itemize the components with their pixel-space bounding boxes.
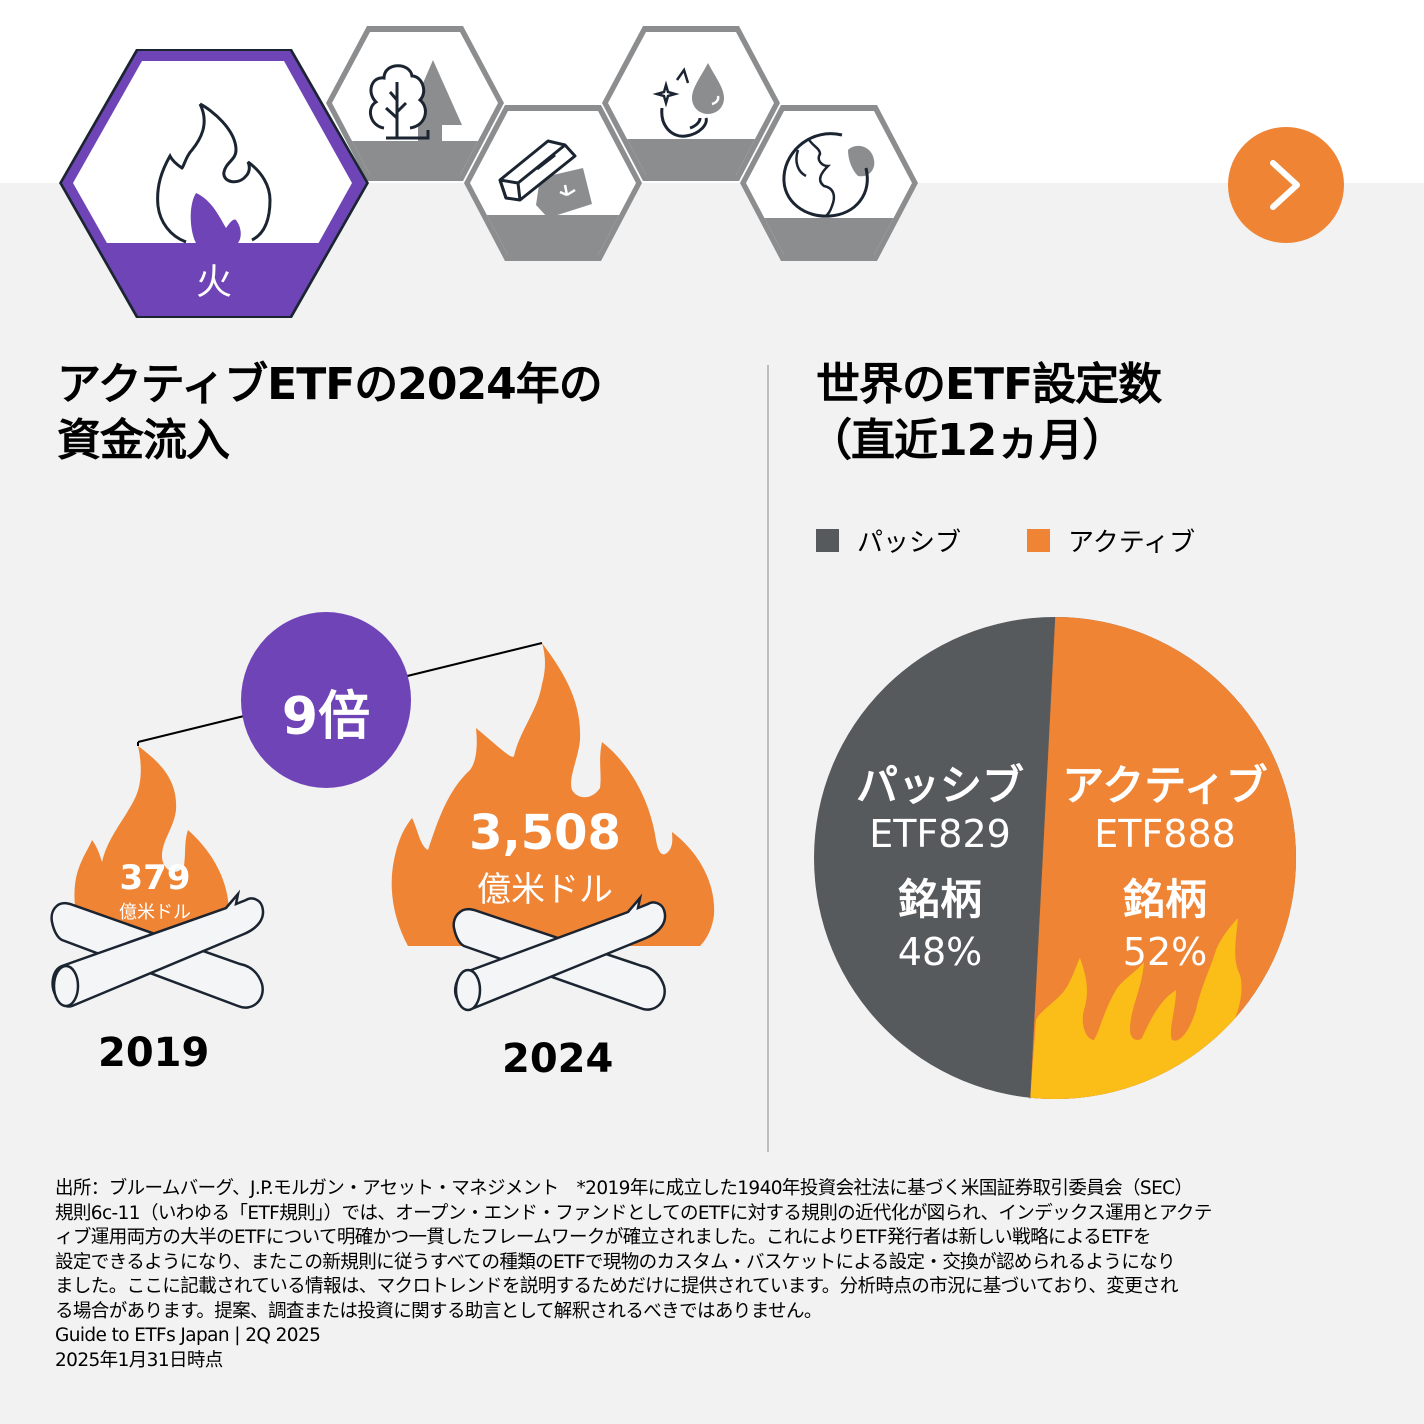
passive-count: ETF829 xyxy=(869,812,1011,856)
right-title-line2: （直近12ヵ月） xyxy=(808,415,1126,466)
passive-unit: 銘柄 xyxy=(897,875,982,924)
flame-2024 xyxy=(391,643,715,946)
legend-item-passive: パッシブ xyxy=(816,522,961,559)
logs-2019 xyxy=(50,889,265,1009)
right-title: 世界のETF設定数 （直近12ヵ月） xyxy=(808,357,1376,469)
active-unit: 銘柄 xyxy=(1122,875,1207,924)
footnote-line: 規則6c-11（いわゆる「ETF規則」）では、オープン・エンド・ファンドとしての… xyxy=(55,1202,1212,1224)
flame-2019 xyxy=(74,746,229,940)
footnote-line: ィブ運用両方の大半のETFについて明確かつ一貫したフレームワークが確立されました… xyxy=(55,1227,1151,1248)
logs-2024 xyxy=(452,893,667,1012)
left-title-line2: 資金流入 xyxy=(57,415,230,466)
chevron-right-icon xyxy=(1270,160,1300,210)
nav-hex-wood[interactable] xyxy=(320,20,520,221)
section-divider xyxy=(767,365,769,1152)
category-nav: 火 xyxy=(40,20,940,330)
fire-illustration xyxy=(50,612,715,1012)
year-2024: 2024 xyxy=(502,1036,614,1082)
fire-icon xyxy=(156,102,272,244)
fire-comparison: 9倍 379 億米ドル 3,508 億米ドル 2019 2024 xyxy=(0,600,760,1120)
nav-hex-fire[interactable]: 火 xyxy=(40,49,380,330)
legend-swatch-active xyxy=(1027,529,1051,552)
next-button[interactable] xyxy=(1228,127,1344,243)
active-pct: 52% xyxy=(1122,930,1208,974)
footnote-line: 出所：ブルームバーグ、J.P.モルガン・アセット・マネジメント *2019年に成… xyxy=(55,1178,1193,1199)
footnote-line: 設定できるようになり、またこの新規則に従うすべての種類のETFで現物のカスタム・… xyxy=(55,1251,1176,1273)
footer-notes: 出所：ブルームバーグ、J.P.モルガン・アセット・マネジメント *2019年に成… xyxy=(55,1177,1375,1373)
left-title: アクティブETFの2024年の 資金流入 xyxy=(57,357,737,469)
tree-icon xyxy=(368,60,462,141)
legend-item-active: アクティブ xyxy=(1027,522,1195,559)
pie-svg xyxy=(814,616,1296,1100)
multiplier-label: 9倍 xyxy=(281,687,371,747)
guide-label: Guide to ETFs Japan | 2Q 2025 xyxy=(55,1325,321,1346)
unit-2019: 億米ドル xyxy=(119,902,191,923)
legend-swatch-passive xyxy=(816,529,839,552)
right-title-line1: 世界のETF設定数 xyxy=(816,359,1162,410)
value-2024: 3,508 xyxy=(469,805,621,861)
passive-name: パッシブ xyxy=(855,761,1024,810)
footnote-line: ました。ここに記載されている情報は、マクロトレンドを説明するためだけに提供されて… xyxy=(55,1276,1179,1297)
year-2019: 2019 xyxy=(98,1030,210,1076)
passive-pct: 48% xyxy=(897,930,983,974)
nav-hex-metal[interactable] xyxy=(460,100,660,300)
globe-icon xyxy=(782,132,875,218)
legend-label-active: アクティブ xyxy=(1068,528,1196,558)
pie-chart: パッシブ ETF829 銘柄 48% アクティブ ETF888 銘柄 52% xyxy=(810,600,1310,1110)
left-title-line1: アクティブETFの2024年の xyxy=(57,359,603,410)
active-count: ETF888 xyxy=(1094,812,1236,856)
nav-hex-fire-label: 火 xyxy=(196,262,232,303)
multiplier-badge xyxy=(241,612,411,788)
legend-label-passive: パッシブ xyxy=(857,528,962,558)
active-name: アクティブ xyxy=(1062,761,1268,810)
unit-2024: 億米ドル xyxy=(477,870,613,910)
pie-legend: パッシブ アクティブ xyxy=(816,522,1261,559)
nav-hex-earth[interactable] xyxy=(740,100,940,300)
water-drop-icon xyxy=(652,63,724,138)
as-of-date: 2025年1月31日時点 xyxy=(55,1349,223,1371)
gold-bar-icon xyxy=(498,139,592,218)
footnote-line: る場合があります。提案、調査または投資に関する助言として解釈されるべきではありま… xyxy=(55,1300,822,1322)
value-2019: 379 xyxy=(119,858,191,898)
